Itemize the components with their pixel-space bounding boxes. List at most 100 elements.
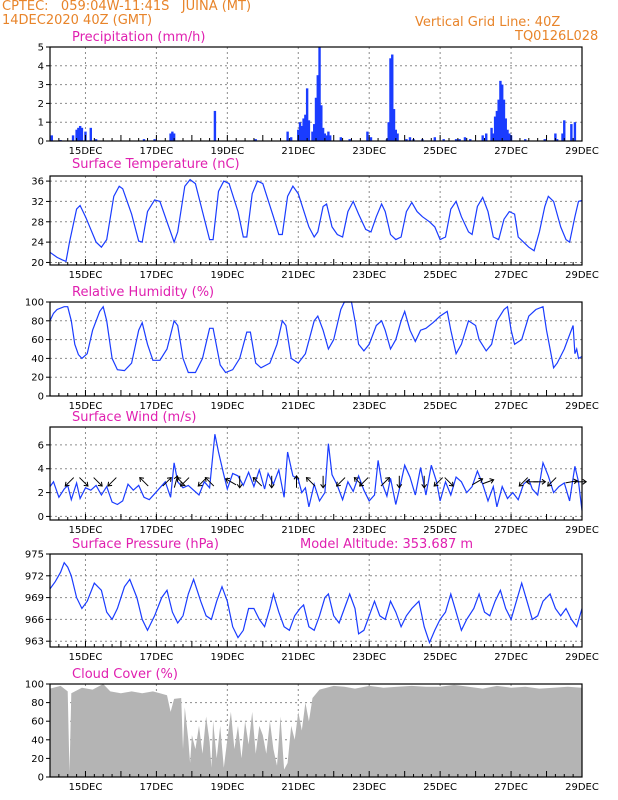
- wind-xtick-label: 27DEC: [494, 525, 528, 536]
- wind-arrow: [162, 476, 172, 487]
- wind-arrow-head: [518, 481, 524, 487]
- precip-bar: [504, 118, 507, 141]
- cloud-ytick-label: 20: [31, 754, 44, 765]
- press-ytick-label: 969: [25, 593, 44, 604]
- wind-arrow-shaft: [565, 480, 578, 484]
- precip-bar: [304, 114, 307, 141]
- precip-bar: [254, 139, 257, 141]
- precip-bar: [339, 137, 343, 141]
- wind-arrow-shaft: [162, 477, 172, 487]
- precip-bar: [396, 133, 399, 141]
- wind-arrow: [268, 475, 275, 489]
- precip-bar: [169, 133, 172, 141]
- precip-bar: [499, 80, 502, 141]
- wind-arrow-head: [320, 484, 327, 489]
- wind-arrow-head: [97, 481, 103, 487]
- wind-ytick-label: 6: [38, 440, 44, 451]
- wind-arrow: [335, 477, 346, 487]
- wind-arrow-head: [64, 481, 70, 487]
- precip-bar: [524, 139, 527, 141]
- precip-bar: [502, 99, 506, 141]
- wind-arrow-head: [236, 484, 243, 489]
- wind-arrow-shaft: [252, 477, 263, 487]
- wind-arrow-shaft: [359, 477, 369, 487]
- precip-xtick-label: 21DEC: [281, 146, 315, 157]
- wind-arrow: [421, 475, 428, 489]
- precip-bar: [318, 47, 321, 141]
- temp-xtick-label: 25DEC: [423, 270, 457, 281]
- wind-arrow-head: [421, 484, 428, 489]
- temp-xtick-label: 27DEC: [494, 270, 528, 281]
- precip-bar: [563, 120, 566, 141]
- precip-bar: [366, 131, 369, 141]
- precip-bar: [454, 139, 458, 141]
- rh-xtick-label: 23DEC: [352, 401, 386, 412]
- temp-ytick-label: 24: [31, 238, 44, 249]
- wind-arrow: [236, 475, 243, 489]
- precip-bar: [570, 124, 573, 141]
- wind-arrow-shaft: [336, 477, 346, 487]
- wind-arrow: [359, 477, 369, 487]
- wind-xtick-label: 21DEC: [281, 525, 315, 536]
- wind-arrow-shaft: [482, 479, 494, 485]
- cloud-ytick-label: 0: [38, 773, 44, 784]
- press-xtick-label: 15DEC: [69, 652, 103, 663]
- temp-xtick-label: 17DEC: [140, 270, 174, 281]
- precip-bar: [508, 133, 511, 141]
- precip-bar: [493, 116, 497, 141]
- press-series-line: [49, 561, 583, 645]
- precip-bar: [75, 129, 78, 141]
- wind-arrow-shaft: [471, 478, 483, 486]
- temp-ytick-label: 36: [31, 177, 44, 188]
- wind-arrow-head: [353, 476, 359, 482]
- precip-bar: [391, 54, 394, 141]
- wind-arrow-shaft: [205, 477, 215, 487]
- precip-bar: [321, 127, 325, 141]
- cloud-xtick-label: 17DEC: [140, 782, 174, 793]
- wind-arrow: [293, 474, 300, 488]
- cloud-xtick-label: 19DEC: [210, 782, 244, 793]
- wind-arrow-head: [448, 481, 454, 487]
- precip-xtick-label: 19DEC: [210, 146, 244, 157]
- precip-bar: [300, 125, 304, 141]
- grid-line-header: Vertical Grid Line: 40Z: [415, 15, 561, 30]
- temp-xtick-label: 29DEC: [565, 270, 599, 281]
- cloud-ytick-label: 40: [31, 735, 44, 746]
- press-ytick-label: 975: [25, 550, 44, 561]
- wind-xtick-label: 29DEC: [565, 525, 599, 536]
- wind-arrow-shaft: [107, 477, 117, 487]
- precip-bar: [490, 127, 493, 141]
- precip-bar: [213, 110, 217, 141]
- precip-bar: [463, 137, 467, 141]
- precip-bar: [78, 125, 82, 141]
- press-xtick-label: 27DEC: [494, 652, 528, 663]
- wind-arrow: [471, 477, 484, 486]
- precip-bar: [458, 139, 461, 141]
- wind-arrow: [79, 477, 89, 487]
- wind-arrow: [574, 478, 588, 485]
- rh-ytick-label: 40: [31, 354, 44, 365]
- wind-arrow: [518, 477, 529, 487]
- precip-bar: [172, 133, 176, 141]
- precip-ytick-label: 5: [38, 43, 44, 54]
- wind-arrow: [305, 476, 316, 487]
- wind-arrow: [444, 477, 454, 487]
- wind-ytick-label: 0: [38, 512, 44, 523]
- wind-arrow: [224, 477, 237, 486]
- wind-arrow: [482, 478, 495, 485]
- press-xtick-label: 19DEC: [210, 652, 244, 663]
- precip-bar: [289, 137, 293, 141]
- wind-arrow: [93, 477, 103, 487]
- cloud-title: Cloud Cover (%): [72, 667, 178, 682]
- precip-xtick-label: 27DEC: [494, 146, 528, 157]
- rh-frame: [49, 301, 583, 397]
- press-xtick-label: 29DEC: [565, 652, 599, 663]
- precip-panel: Precipitation (mm/h) 0 1 2 3 4 5 15DEC 17DEC 19DE…: [38, 30, 599, 157]
- wind-arrow: [380, 476, 391, 487]
- precip-bar: [501, 84, 504, 141]
- wind-arrow-shaft: [64, 477, 75, 487]
- wind-arrow-shaft: [93, 477, 103, 487]
- precip-bar: [302, 118, 305, 141]
- precip-bar: [313, 124, 316, 141]
- temp-xtick-label: 19DEC: [210, 270, 244, 281]
